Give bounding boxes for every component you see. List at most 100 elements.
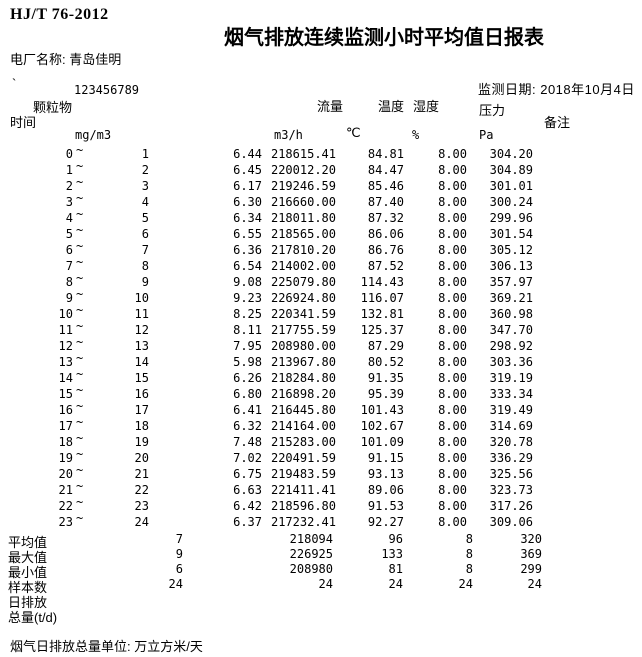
hour-start: 15	[58, 387, 73, 401]
hourly-row: 14 ~15 6.26 218284.80 91.35 8.00 319.19	[0, 367, 642, 387]
tilde-separator: ~	[76, 239, 84, 253]
dust-value: 6.17	[233, 179, 262, 193]
flow-value: 225079.80	[270, 275, 336, 289]
hour-end: 13	[134, 339, 149, 353]
temperature-value: 116.07	[360, 291, 404, 305]
hour-end: 15	[134, 371, 149, 385]
pressure-value: 320.78	[489, 435, 533, 449]
humidity-value: 8.00	[438, 483, 467, 497]
tilde-separator: ~	[76, 223, 84, 237]
hourly-row: 12 ~13 7.95 208980.00 87.29 8.00 298.92	[0, 335, 642, 355]
hour-start: 10	[58, 307, 73, 321]
dust-value: 6.54	[233, 259, 262, 273]
dust-value: 6.55	[233, 227, 262, 241]
hour-end: 24	[134, 515, 149, 529]
column-header-note: 备注	[544, 115, 571, 130]
pressure-value: 333.34	[489, 387, 533, 401]
temperature-value: 87.29	[367, 339, 404, 353]
unit-humidity: %	[412, 128, 420, 142]
pressure-value: 301.01	[489, 179, 533, 193]
hour-end: 10	[134, 291, 149, 305]
dust-value: 6.75	[233, 467, 262, 481]
tilde-separator: ~	[76, 271, 84, 285]
summary-pressure-value: 24	[527, 577, 542, 591]
humidity-value: 8.00	[438, 147, 467, 161]
temperature-value: 87.52	[367, 259, 404, 273]
summary-temperature-value: 24	[388, 577, 403, 591]
tilde-separator: ~	[76, 479, 84, 493]
summary-dust-value: 7	[175, 532, 183, 546]
pressure-value: 309.06	[489, 515, 533, 529]
pressure-value: 317.26	[489, 499, 533, 513]
hour-start: 0	[65, 147, 73, 161]
hour-start: 12	[58, 339, 73, 353]
unit-temperature: ℃	[346, 126, 361, 141]
hourly-row: 10 ~11 8.25 220341.59 132.81 8.00 360.98	[0, 303, 642, 323]
summary-pressure-value: 299	[520, 562, 542, 576]
hourly-row: 21 ~22 6.63 221411.41 89.06 8.00 323.73	[0, 479, 642, 499]
tilde-separator: ~	[76, 175, 84, 189]
humidity-value: 8.00	[438, 499, 467, 513]
hour-end: 22	[134, 483, 149, 497]
hour-end: 12	[134, 323, 149, 337]
flow-value: 218011.80	[270, 211, 336, 225]
hour-start: 6	[65, 243, 73, 257]
dust-value: 6.30	[233, 195, 262, 209]
hourly-row: 3 ~4 6.30 216660.00 87.40 8.00 300.24	[0, 191, 642, 211]
flow-value: 219246.59	[270, 179, 336, 193]
hourly-row: 13 ~14 5.98 213967.80 80.52 8.00 303.36	[0, 351, 642, 371]
column-header-dust: 颗粒物	[33, 100, 73, 115]
temperature-value: 84.81	[367, 147, 404, 161]
pressure-value: 319.19	[489, 371, 533, 385]
hour-end: 23	[134, 499, 149, 513]
hour-start: 9	[65, 291, 73, 305]
summary-temperature-value: 133	[381, 547, 403, 561]
temperature-value: 85.46	[367, 179, 404, 193]
stray-mark: `	[12, 76, 17, 91]
pressure-value: 336.29	[489, 451, 533, 465]
tilde-separator: ~	[76, 335, 84, 349]
tilde-separator: ~	[76, 447, 84, 461]
tilde-separator: ~	[76, 143, 84, 157]
pressure-value: 314.69	[489, 419, 533, 433]
hour-end: 7	[141, 243, 149, 257]
hour-end: 4	[141, 195, 149, 209]
humidity-value: 8.00	[438, 467, 467, 481]
flow-value: 217755.59	[270, 323, 336, 337]
dust-value: 6.44	[233, 147, 262, 161]
pressure-value: 323.73	[489, 483, 533, 497]
summary-row: 平均值 7 218094 96 8 320	[0, 532, 642, 550]
hour-start: 8	[65, 275, 73, 289]
hourly-row: 1 ~2 6.45 220012.20 84.47 8.00 304.89	[0, 159, 642, 179]
flow-value: 208980.00	[270, 339, 336, 353]
summary-humidity-value: 8	[465, 532, 473, 546]
column-header-temperature: 温度	[378, 99, 405, 114]
humidity-value: 8.00	[438, 419, 467, 433]
pressure-value: 325.56	[489, 467, 533, 481]
hourly-row: 16 ~17 6.41 216445.80 101.43 8.00 319.49	[0, 399, 642, 419]
temperature-value: 125.37	[360, 323, 404, 337]
hour-end: 20	[134, 451, 149, 465]
dust-value: 6.26	[233, 371, 262, 385]
temperature-value: 91.15	[367, 451, 404, 465]
flow-value: 220491.59	[270, 451, 336, 465]
unit-flow: m3/h	[274, 128, 303, 142]
pressure-value: 304.20	[489, 147, 533, 161]
humidity-value: 8.00	[438, 227, 467, 241]
hour-start: 2	[65, 179, 73, 193]
temperature-value: 87.32	[367, 211, 404, 225]
summary-dust-value: 6	[175, 562, 183, 576]
column-header-time: 时间	[10, 115, 37, 130]
hour-start: 13	[58, 355, 73, 369]
tilde-separator: ~	[76, 495, 84, 509]
hour-start: 16	[58, 403, 73, 417]
page-title: 烟气排放连续监测小时平均值日报表	[224, 27, 544, 49]
flow-value: 218615.41	[270, 147, 336, 161]
column-header-pressure: 压力	[479, 103, 506, 118]
temperature-value: 93.13	[367, 467, 404, 481]
humidity-value: 8.00	[438, 339, 467, 353]
summary-temperature-value: 96	[388, 532, 403, 546]
temperature-value: 92.27	[367, 515, 404, 529]
tilde-separator: ~	[76, 463, 84, 477]
